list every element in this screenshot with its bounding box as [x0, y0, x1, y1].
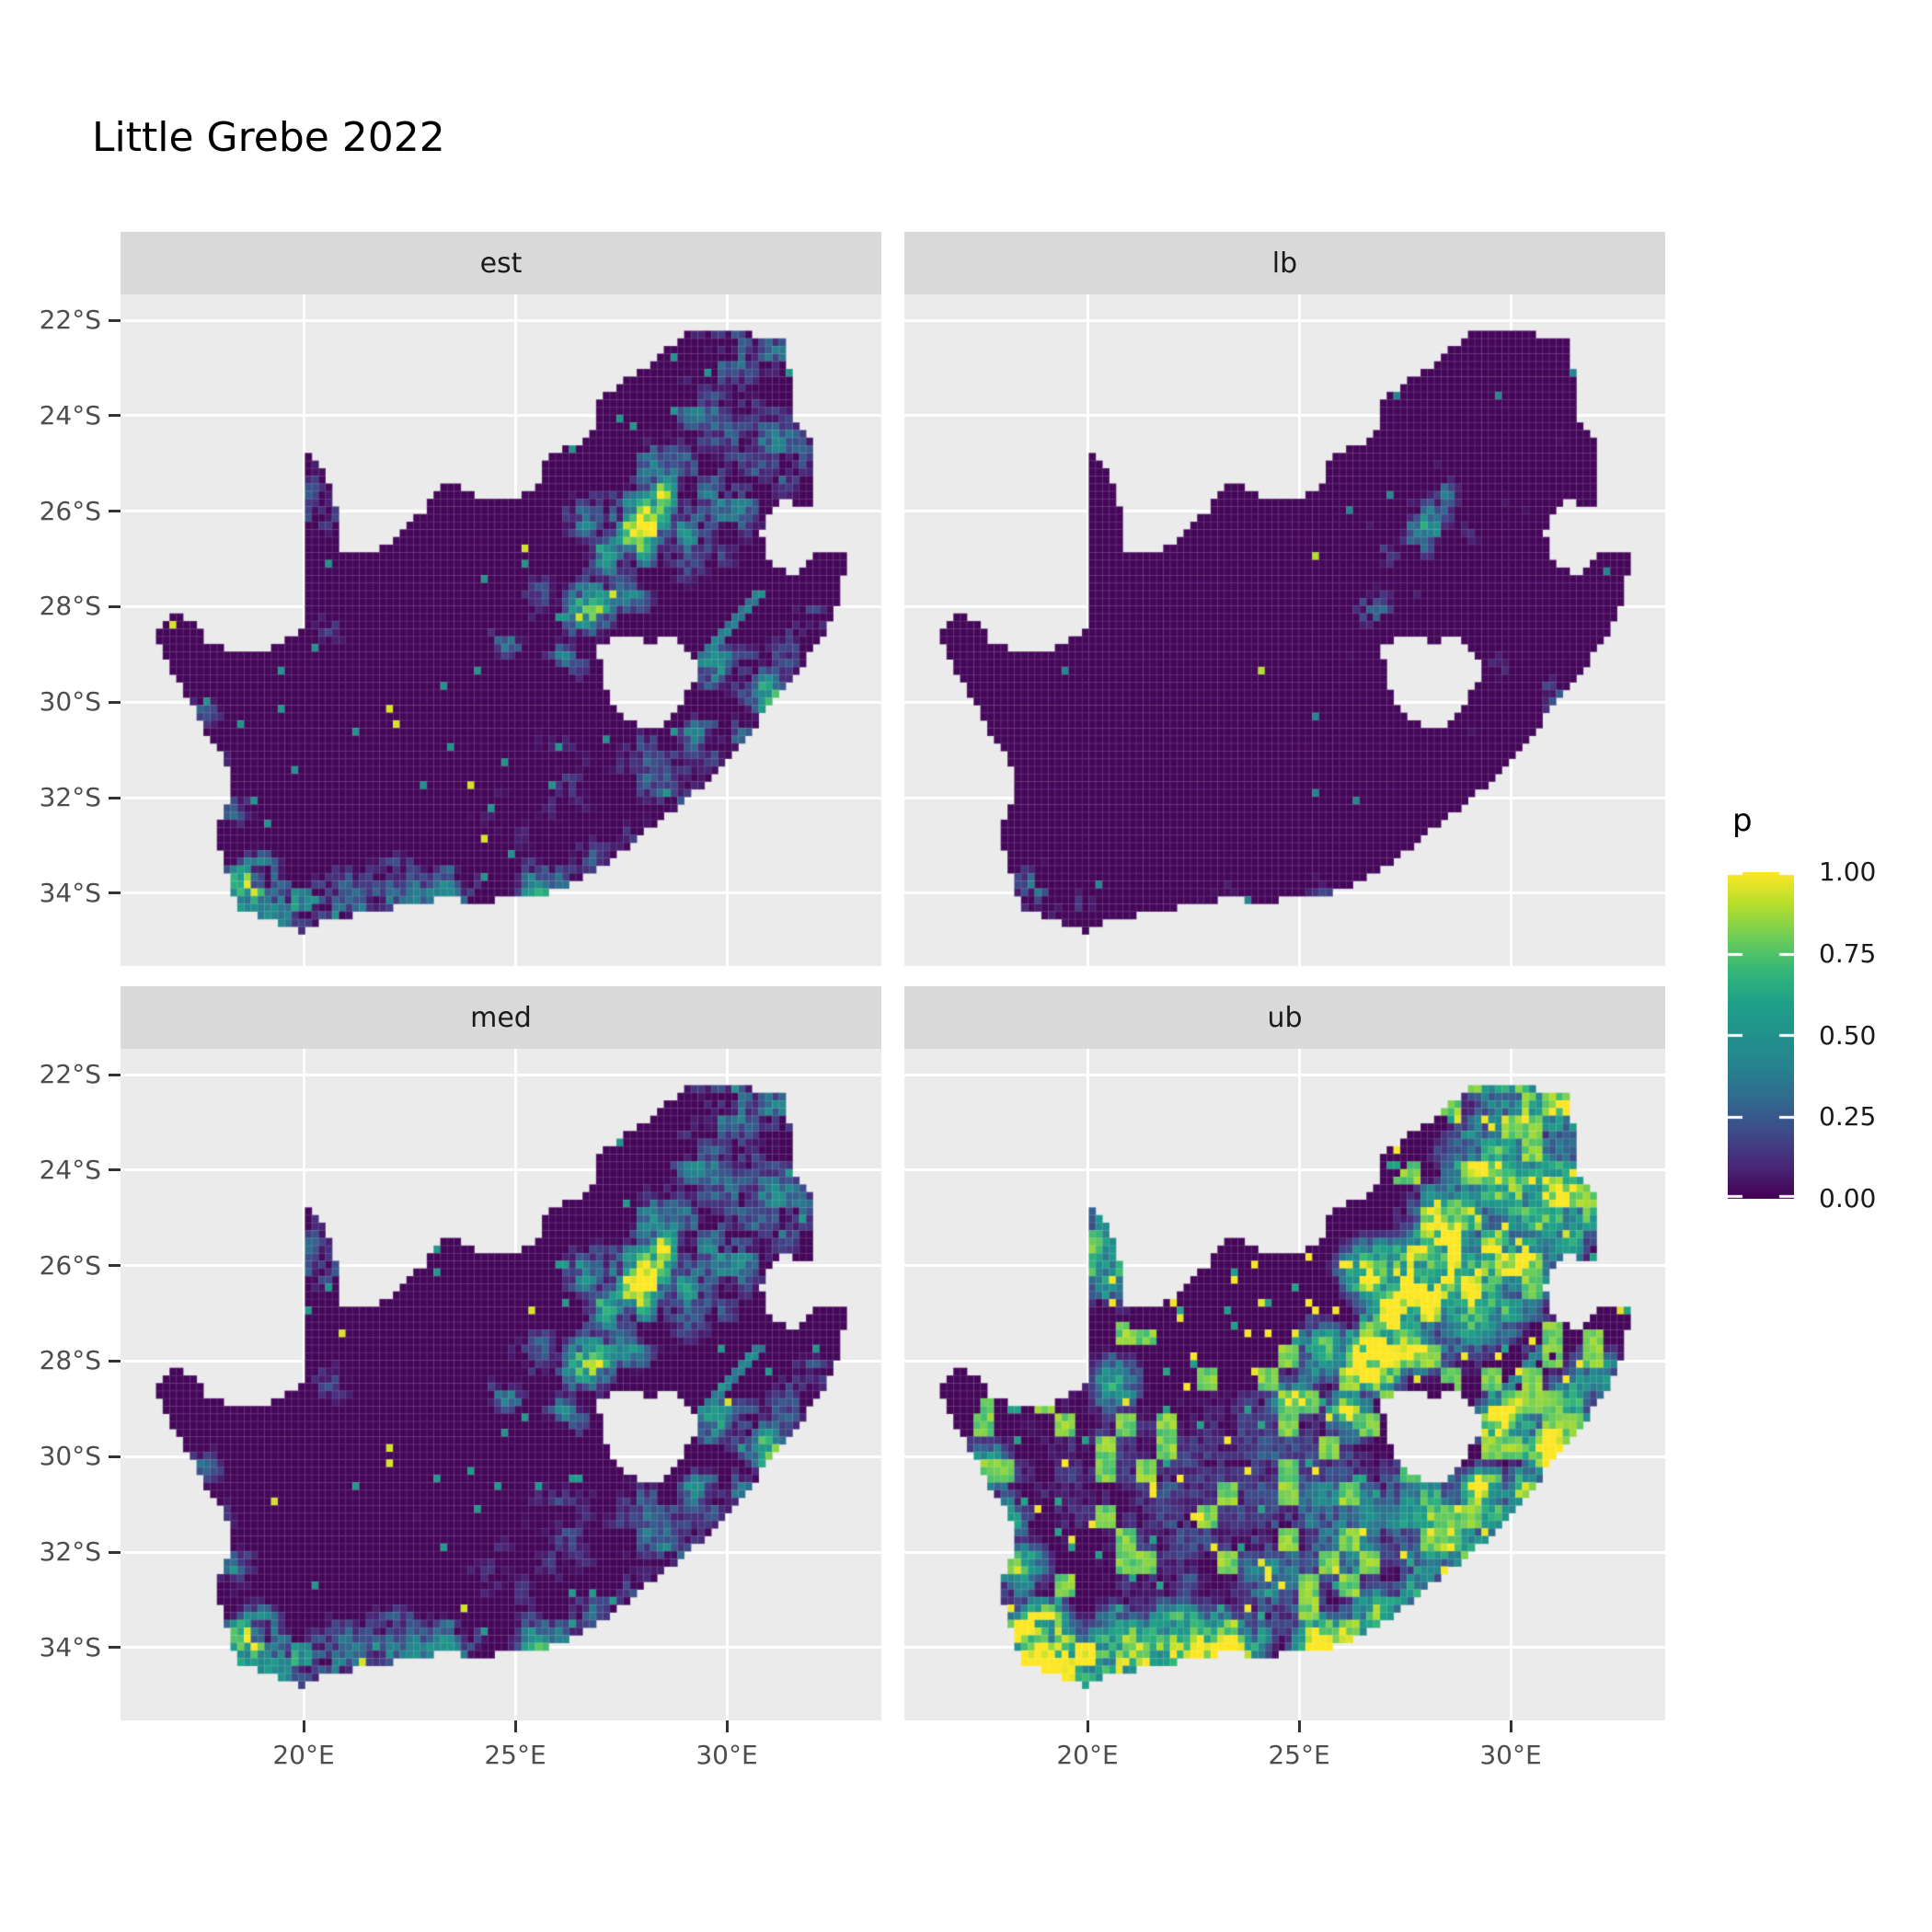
facet-strip-label: med: [470, 1001, 532, 1034]
y-axis-tick: [109, 604, 121, 608]
y-axis-tick-label: 34°S: [39, 1631, 101, 1662]
x-axis-tick: [302, 1720, 305, 1732]
legend-tick-label: 0.25: [1819, 1101, 1877, 1133]
x-axis-tick: [513, 1720, 517, 1732]
y-axis-tick-label: 22°S: [39, 305, 101, 335]
x-axis-tick: [1297, 1720, 1301, 1732]
y-axis-tick: [109, 796, 121, 799]
y-axis-tick: [109, 414, 121, 418]
map-canvas-ub: [904, 1049, 1665, 1720]
legend-tick-label: 0.75: [1819, 937, 1877, 969]
plot-title: Little Grebe 2022: [92, 114, 445, 161]
y-axis-tick-label: 22°S: [39, 1059, 101, 1089]
x-axis-tick-label: 30°E: [696, 1740, 758, 1770]
facet-strip-est: est: [121, 232, 881, 294]
y-axis-tick: [109, 1264, 121, 1268]
y-axis-tick: [109, 318, 121, 322]
facet-strip-label: est: [479, 247, 523, 280]
x-axis-tick-label: 25°E: [484, 1740, 546, 1770]
map-canvas-med: [121, 1049, 881, 1720]
facet-strip-label: ub: [1267, 1001, 1303, 1034]
y-axis-tick-label: 30°S: [39, 1441, 101, 1472]
x-axis-tick: [1086, 1720, 1089, 1732]
y-axis-tick: [109, 891, 121, 895]
map-canvas-lb: [904, 294, 1665, 966]
x-axis-tick-label: 25°E: [1268, 1740, 1330, 1770]
y-axis-tick: [109, 1168, 121, 1172]
map-panel-ub: [904, 1049, 1665, 1720]
legend-tick-label: 0.50: [1819, 1019, 1877, 1051]
legend-title: p: [1732, 802, 1753, 839]
facet-strip-med: med: [121, 986, 881, 1049]
facet-strip-ub: ub: [904, 986, 1665, 1049]
y-axis-tick: [109, 1359, 121, 1363]
x-axis-tick-label: 20°E: [1056, 1740, 1119, 1770]
x-axis-tick-label: 30°E: [1479, 1740, 1542, 1770]
y-axis-tick-label: 26°S: [39, 495, 101, 526]
y-axis-tick-label: 28°S: [39, 591, 101, 622]
y-axis-tick: [109, 700, 121, 704]
legend-tick-label: 1.00: [1819, 857, 1877, 887]
y-axis-tick-label: 24°S: [39, 399, 101, 431]
y-axis-tick: [109, 1455, 121, 1458]
legend-tick-label: 0.00: [1819, 1183, 1877, 1213]
map-canvas-est: [121, 294, 881, 966]
map-panel-est: [121, 294, 881, 966]
map-panel-med: [121, 1049, 881, 1720]
y-axis-tick-label: 32°S: [39, 782, 101, 812]
x-axis-tick-label: 20°E: [272, 1740, 335, 1770]
y-axis-tick-label: 28°S: [39, 1345, 101, 1376]
y-axis-tick-label: 32°S: [39, 1536, 101, 1567]
y-axis-tick: [109, 510, 121, 513]
x-axis-tick: [1509, 1720, 1512, 1732]
y-axis-tick-label: 26°S: [39, 1249, 101, 1281]
y-axis-tick-label: 34°S: [39, 877, 101, 908]
legend-colorbar: [1728, 872, 1794, 1202]
map-panel-lb: [904, 294, 1665, 966]
y-axis-tick: [109, 1073, 121, 1076]
legend-colorbar-gradient: [1728, 872, 1794, 1199]
facet-strip-lb: lb: [904, 232, 1665, 294]
x-axis-tick: [725, 1720, 729, 1732]
y-axis-tick: [109, 1550, 121, 1554]
facet-strip-label: lb: [1271, 247, 1298, 280]
y-axis-tick: [109, 1646, 121, 1650]
y-axis-tick-label: 30°S: [39, 686, 101, 718]
y-axis-tick-label: 24°S: [39, 1154, 101, 1185]
